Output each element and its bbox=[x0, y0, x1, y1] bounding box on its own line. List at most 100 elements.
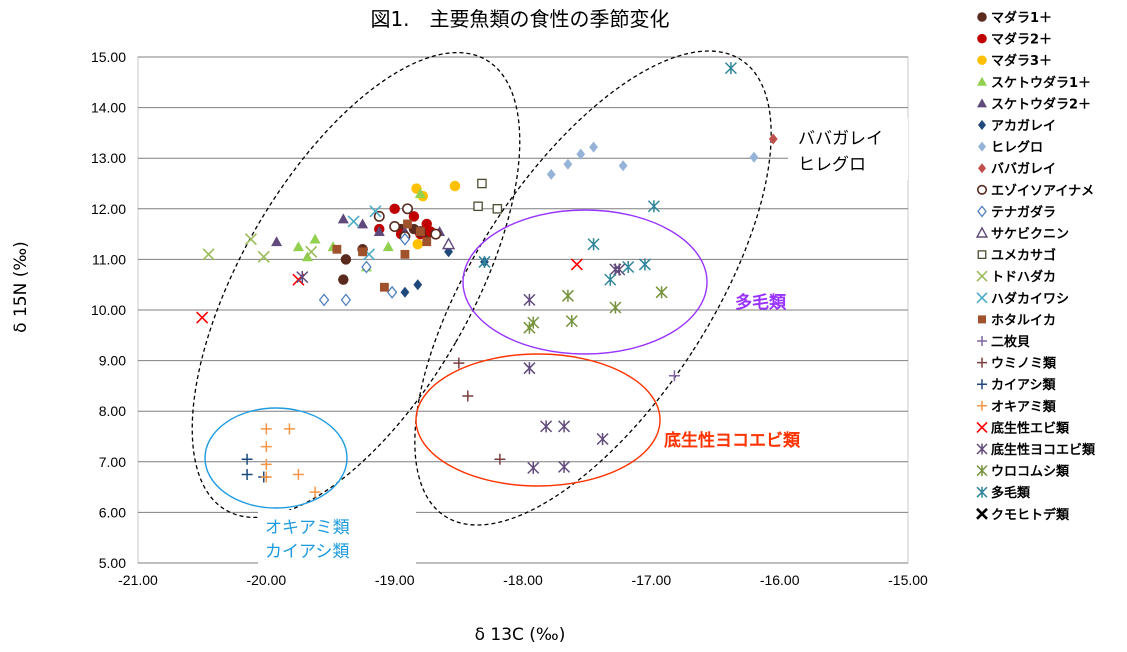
point-marker bbox=[977, 400, 987, 411]
x-tick-label: -15.00 bbox=[888, 572, 928, 588]
point-marker bbox=[305, 245, 318, 258]
series-10 bbox=[441, 237, 456, 250]
point-marker bbox=[337, 213, 349, 224]
point-marker bbox=[462, 390, 474, 402]
point-marker bbox=[576, 148, 586, 160]
point-marker bbox=[403, 219, 412, 229]
point-marker bbox=[318, 293, 330, 307]
point-marker bbox=[369, 205, 382, 218]
point-marker bbox=[976, 486, 988, 498]
point-marker bbox=[749, 151, 759, 163]
legend-item: ヒレグロ bbox=[978, 140, 1043, 156]
series-20 bbox=[296, 263, 626, 474]
annotation-hiregro: ヒレグロ bbox=[798, 155, 866, 175]
legend-item: ウロコムシ類 bbox=[976, 465, 1070, 480]
point-marker bbox=[389, 221, 401, 232]
point-marker bbox=[494, 453, 506, 465]
legend-item: ユメカサゴ bbox=[977, 248, 1056, 264]
point-marker bbox=[413, 279, 423, 291]
point-marker bbox=[309, 486, 321, 498]
point-marker bbox=[430, 228, 442, 240]
point-marker bbox=[618, 160, 628, 172]
legend-item: エゾイソアイナメ bbox=[976, 183, 1094, 199]
point-marker bbox=[622, 260, 635, 274]
point-marker bbox=[373, 226, 385, 236]
point-marker bbox=[292, 241, 304, 252]
legend-label: カイアシ類 bbox=[991, 378, 1056, 393]
polychaeta-ellipse bbox=[462, 209, 708, 355]
point-marker bbox=[546, 168, 556, 180]
point-marker bbox=[338, 274, 349, 285]
point-marker bbox=[558, 420, 571, 433]
x-tick-label: -16.00 bbox=[760, 572, 800, 588]
point-marker bbox=[565, 315, 578, 328]
legend-label: サケビクニン bbox=[991, 226, 1069, 242]
point-marker bbox=[415, 227, 425, 236]
legend-label: ババガレイ bbox=[991, 162, 1056, 177]
point-marker bbox=[241, 453, 253, 465]
point-marker bbox=[296, 271, 309, 284]
x-tick-labels: -21.00 -20.00 -19.00 -18.00 -17.00 -16.00 -15.… bbox=[118, 572, 928, 588]
legend-label: ホタルイカ bbox=[991, 313, 1056, 328]
point-marker bbox=[976, 270, 988, 282]
point-marker bbox=[260, 441, 272, 453]
point-marker bbox=[283, 423, 295, 435]
fish-group-ellipse bbox=[191, 51, 521, 519]
point-marker bbox=[527, 316, 540, 329]
series-11 bbox=[473, 178, 503, 214]
point-marker bbox=[414, 188, 426, 199]
series-14 bbox=[332, 219, 432, 292]
point-marker bbox=[271, 236, 283, 247]
point-marker bbox=[332, 244, 342, 254]
point-marker bbox=[453, 357, 465, 369]
x-tick-label: -18.00 bbox=[503, 572, 543, 588]
point-marker bbox=[976, 465, 988, 477]
legend-label: スケトウダラ1＋ bbox=[991, 75, 1091, 91]
series-16 bbox=[453, 357, 506, 465]
point-marker bbox=[527, 461, 540, 474]
legend-item: ホタルイカ bbox=[978, 313, 1056, 328]
legend-item: マダラ3＋ bbox=[977, 53, 1052, 69]
legend-label: ウロコムシ類 bbox=[991, 465, 1070, 480]
point-marker bbox=[402, 203, 413, 215]
legend-item: オキアミ類 bbox=[977, 400, 1057, 415]
series-18 bbox=[260, 423, 321, 498]
point-marker bbox=[655, 286, 668, 299]
legend-item: 多毛類 bbox=[976, 485, 1031, 501]
legend-label: ハダカイワシ bbox=[991, 291, 1069, 307]
y-tick-label: 14.00 bbox=[91, 100, 126, 116]
legend-item: ハダカイワシ bbox=[976, 291, 1069, 307]
point-marker bbox=[978, 120, 986, 130]
legend-label: スケトウダラ2＋ bbox=[991, 96, 1091, 112]
point-marker bbox=[977, 205, 987, 218]
legend-label: テナガダラ bbox=[991, 204, 1056, 220]
x-tick-label: -19.00 bbox=[375, 572, 415, 588]
point-marker bbox=[399, 232, 411, 246]
point-marker bbox=[977, 98, 987, 108]
point-marker bbox=[400, 286, 410, 298]
point-marker bbox=[449, 180, 461, 192]
series-6 bbox=[546, 141, 759, 180]
point-marker bbox=[292, 468, 304, 480]
point-marker bbox=[977, 33, 987, 44]
legend-label: 二枚貝 bbox=[991, 334, 1030, 350]
legend-item: テナガダラ bbox=[977, 204, 1056, 220]
point-marker bbox=[596, 432, 609, 446]
legend-item: 二枚貝 bbox=[977, 334, 1030, 350]
point-marker bbox=[976, 292, 988, 304]
point-marker bbox=[975, 226, 989, 238]
point-marker bbox=[380, 282, 389, 292]
point-marker bbox=[668, 370, 680, 382]
legend-label: 底生性エビ類 bbox=[991, 420, 1070, 436]
legend-item: 底生性エビ類 bbox=[976, 420, 1070, 436]
bababgarei-hiregro-ellipse bbox=[414, 50, 772, 526]
annotation-bg-bababgarei bbox=[788, 118, 908, 180]
point-marker bbox=[540, 420, 553, 433]
point-marker bbox=[523, 293, 536, 306]
series-21 bbox=[523, 286, 668, 334]
legend-item: マダラ2＋ bbox=[977, 32, 1052, 48]
series-15 bbox=[668, 370, 680, 382]
data-points bbox=[196, 62, 778, 498]
point-marker bbox=[473, 201, 483, 212]
